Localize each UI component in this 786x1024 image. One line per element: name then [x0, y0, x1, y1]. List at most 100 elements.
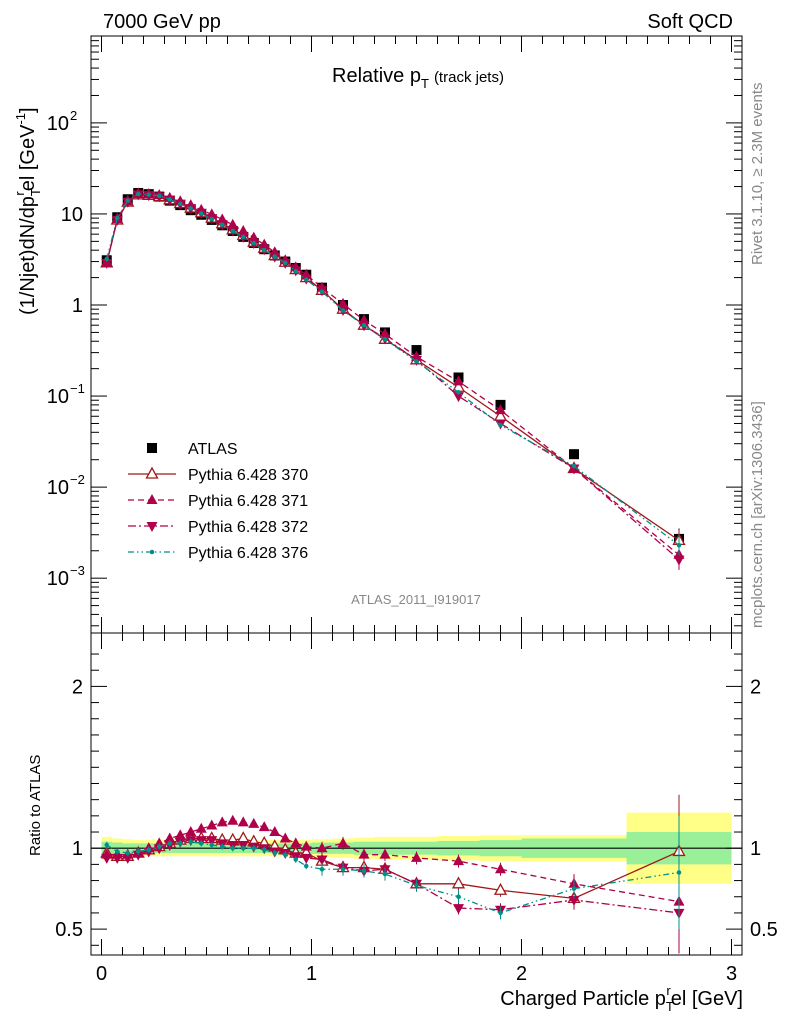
- ratio-data-point: [122, 853, 134, 864]
- energy-label: 7000 GeV pp: [103, 11, 221, 33]
- x-tick-label: 3: [726, 963, 737, 985]
- ratio-data-point: [498, 910, 503, 916]
- main-data-point: [453, 375, 464, 386]
- x-tick-label: 2: [516, 963, 527, 985]
- ratio-data-point: [361, 868, 367, 874]
- x-tick-label: 0: [96, 963, 107, 985]
- legend-entry: Pythia 6.428 371: [188, 493, 308, 510]
- ratio-data-point: [237, 816, 249, 827]
- x-tick-label: 1: [306, 963, 317, 985]
- mcplots-label: mcplots.cern.ch [arXiv:1306.3436]: [749, 401, 766, 628]
- ratio-data-point: [411, 851, 422, 862]
- main-data-point: [136, 191, 141, 197]
- main-data-point: [178, 201, 183, 207]
- main-plot-frame: [90, 35, 743, 634]
- main-plot-title: Relative pT (track jets): [332, 65, 504, 91]
- ratio-data-point: [206, 819, 218, 830]
- ratio-series-line: [106, 841, 680, 914]
- legend-marker: [147, 443, 157, 453]
- main-data-point: [251, 240, 256, 246]
- ratio-data-point: [290, 837, 302, 848]
- main-data-point: [340, 308, 346, 313]
- main-data-point: [227, 218, 239, 229]
- main-data-point: [220, 222, 225, 228]
- main-y-tick-label: 10: [47, 386, 69, 408]
- ratio-y-tick-label: 0.5: [55, 919, 83, 941]
- ratio-data-point: [571, 886, 577, 891]
- ratio-data-point: [382, 871, 388, 877]
- ratio-data-point: [300, 840, 312, 851]
- main-data-point: [115, 215, 120, 221]
- main-data-point: [568, 464, 580, 475]
- main-data-point: [495, 404, 506, 415]
- main-data-point: [319, 289, 325, 294]
- ratio-data-point: [101, 853, 113, 864]
- ratio-data-point: [174, 829, 186, 840]
- ratio-data-point: [178, 841, 183, 846]
- main-y-tick-label: 10: [47, 477, 69, 499]
- legend-entry: ATLAS: [188, 441, 238, 458]
- ratio-data-point: [316, 855, 328, 866]
- ratio-data-point: [132, 850, 144, 861]
- main-y-tick-exponent: −3: [70, 563, 85, 578]
- ratio-data-point: [262, 847, 267, 853]
- ratio-data-point: [414, 883, 419, 888]
- rivet-label: Rivet 3.1.10, ≥ 2.3M events: [749, 83, 766, 266]
- ratio-data-point: [337, 837, 349, 848]
- main-data-point: [111, 215, 123, 226]
- main-series-line: [106, 194, 680, 541]
- main-data-point: [411, 345, 422, 356]
- main-data-point: [361, 322, 367, 328]
- ratio-data-point: [104, 842, 109, 848]
- main-data-point: [157, 193, 162, 199]
- main-data-point: [498, 422, 503, 428]
- legend-marker: [145, 466, 159, 479]
- ratio-data-point: [241, 845, 246, 851]
- ratio-data-point: [209, 842, 214, 848]
- ratio-data-point: [304, 863, 309, 869]
- main-data-point: [569, 449, 579, 460]
- main-y-axis-label: (1/Njet)dN/dpTrel [GeV-1]: [12, 107, 43, 315]
- ratio-data-point: [164, 832, 176, 843]
- main-data-point: [241, 234, 246, 240]
- ratio-data-point: [340, 866, 346, 872]
- ratio-data-point: [453, 855, 464, 866]
- legend-entry: Pythia 6.428 370: [188, 467, 308, 484]
- ratio-data-point: [272, 850, 277, 856]
- main-data-point: [414, 359, 419, 364]
- main-data-point: [304, 277, 309, 282]
- ratio-data-point: [300, 853, 312, 864]
- ratio-data-point: [199, 841, 204, 846]
- ratio-data-point: [248, 817, 260, 828]
- ratio-data-point: [319, 866, 325, 872]
- ratio-y-axis-label: Ratio to ATLAS: [27, 755, 44, 856]
- ratio-data-point: [269, 826, 281, 837]
- ratio-data-point: [495, 863, 506, 874]
- main-data-point: [146, 192, 151, 197]
- main-data-point: [167, 197, 172, 202]
- ratio-data-point: [379, 848, 391, 859]
- ratio-data-point: [258, 821, 270, 832]
- main-data-point: [293, 268, 298, 274]
- main-data-point: [283, 260, 288, 266]
- ratio-data-point: [188, 839, 193, 844]
- legend-marker: [146, 522, 158, 532]
- main-data-point: [209, 216, 214, 222]
- main-data-point: [337, 297, 349, 308]
- main-data-point: [188, 206, 193, 211]
- main-data-point: [125, 198, 130, 203]
- main-data-point: [676, 542, 682, 548]
- ratio-data-point: [206, 836, 218, 847]
- ratio-data-point: [146, 847, 151, 853]
- ratio-data-point: [568, 895, 580, 906]
- main-y-tick-label: 1: [72, 295, 83, 317]
- main-data-point: [571, 463, 577, 469]
- main-data-point: [104, 256, 109, 262]
- ratio-data-point: [227, 814, 239, 825]
- ratio-y-tick-label: 2: [72, 676, 83, 698]
- x-axis-label: Charged Particle pTrel [GeV]: [500, 983, 743, 1014]
- main-y-tick-exponent: 2: [70, 108, 77, 123]
- main-y-tick-exponent: −1: [70, 381, 85, 396]
- ratio-data-point: [358, 848, 370, 859]
